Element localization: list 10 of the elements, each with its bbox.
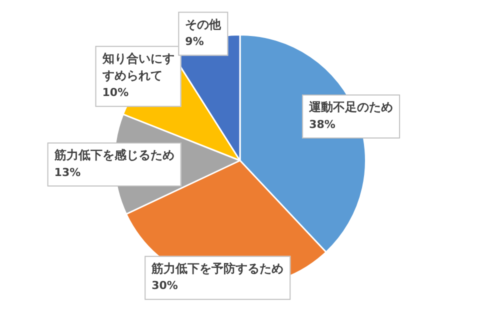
slice-label: その他 — [185, 17, 222, 32]
data-label: 9% — [185, 35, 204, 48]
slice-label: 運動不足のため — [308, 100, 394, 114]
slice-label: 筋力低下を予防するため — [150, 261, 284, 276]
data-label: 30% — [152, 279, 178, 292]
data-label: 38% — [309, 118, 336, 131]
slice-label: 筋力低下を感じるため — [53, 148, 174, 162]
data-label: 13% — [54, 166, 81, 179]
slice-label: 知り合いにすすめられて — [101, 51, 174, 82]
data-label: 10% — [102, 86, 129, 100]
